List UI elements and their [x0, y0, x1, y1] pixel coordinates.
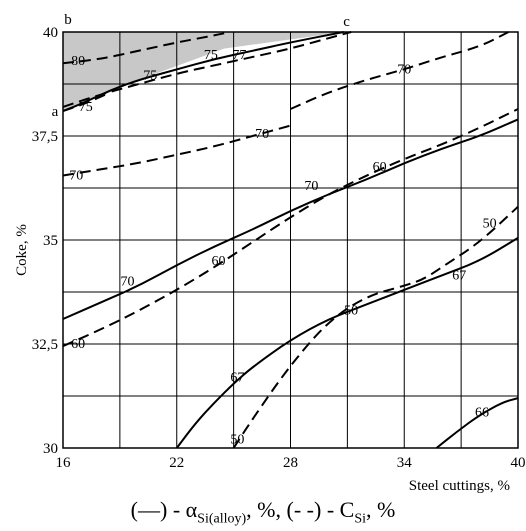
contour-label-70: 70 [304, 179, 318, 194]
contour-label-50: 50 [344, 304, 358, 319]
contour-label-67: 67 [230, 370, 244, 385]
plot-frame [62, 31, 519, 449]
contour-label-50: 50 [483, 216, 497, 231]
x-tick-label: 40 [511, 455, 526, 471]
dashed-line-text: - C [321, 497, 355, 522]
contour-label-67: 67 [452, 268, 466, 283]
contour-label-60: 60 [373, 160, 387, 175]
contour-label-66: 66 [475, 406, 489, 421]
solid-contour-67 [176, 237, 519, 449]
corner-label-a: a [52, 104, 59, 120]
contour-label-70: 70 [69, 169, 83, 184]
contour-label-77: 77 [232, 48, 246, 63]
shaded-region [63, 32, 344, 111]
y-tick-label: 37,5 [32, 129, 58, 145]
contour-label-75: 75 [204, 48, 218, 63]
contour-label-70: 70 [120, 275, 134, 290]
contour-label-75: 75 [143, 69, 157, 84]
y-tick-label: 35 [43, 233, 58, 249]
caption-separator: , %, [246, 497, 287, 522]
y-tick-label: 32,5 [32, 337, 58, 353]
solid-contour-70 [62, 118, 519, 320]
caption-end: , % [366, 497, 396, 522]
x-tick-label: 34 [397, 455, 413, 471]
x-axis-label: Steel cuttings, % [409, 478, 510, 494]
dashed-contour-75 [62, 91, 111, 112]
dashed-contour-77 [62, 31, 352, 108]
dashed-line-subscript: Si [354, 511, 366, 527]
solid-line-subscript: Si(alloy) [197, 511, 247, 527]
contour-chart: 75 70 67 66 80 77 75 70 70 60 50 70 60 60 70 75 50 67 50 a… [14, 12, 526, 494]
y-tick-label: 40 [43, 25, 58, 41]
corner-label-b: b [64, 12, 72, 28]
contour-label-70: 70 [255, 127, 269, 142]
dashed-contour-80 [62, 31, 231, 65]
contour-label-60: 60 [71, 337, 85, 352]
x-tick-label: 16 [56, 455, 72, 471]
y-axis-label: Coke, % [14, 224, 30, 276]
dashed-contour-70 [290, 31, 509, 110]
dashed-contour-60 [62, 108, 519, 348]
contour-label-60: 60 [211, 254, 225, 269]
contour-lines [62, 31, 519, 449]
contour-label-70: 70 [397, 62, 411, 77]
grid [63, 32, 518, 448]
contour-label-75: 75 [79, 100, 93, 115]
legend-caption: (—) - αSi(alloy), %, (- -) - CSi, % [0, 497, 526, 527]
dashed-line-marker: (- -) [286, 497, 322, 522]
solid-line-text: - α [167, 497, 198, 522]
x-tick-label: 22 [169, 455, 184, 471]
contour-label-80: 80 [71, 54, 85, 69]
dashed-contour-70 [62, 124, 291, 177]
solid-contour-66 [435, 397, 519, 449]
tick-labels: a b c 16 22 28 34 40 30 32,5 35 37,5 40 [32, 12, 526, 471]
contour-labels: 75 70 67 66 80 77 75 70 70 60 50 70 60 60 70 75 50 67 50 [69, 48, 497, 448]
y-tick-label: 30 [43, 441, 58, 457]
contour-label-50: 50 [230, 433, 244, 448]
solid-line-marker: (—) [130, 497, 168, 522]
x-tick-label: 28 [283, 455, 298, 471]
corner-label-c: c [343, 14, 350, 30]
shaded-area [63, 32, 344, 111]
plot-border [62, 31, 519, 449]
dashed-contour-50 [232, 205, 519, 449]
